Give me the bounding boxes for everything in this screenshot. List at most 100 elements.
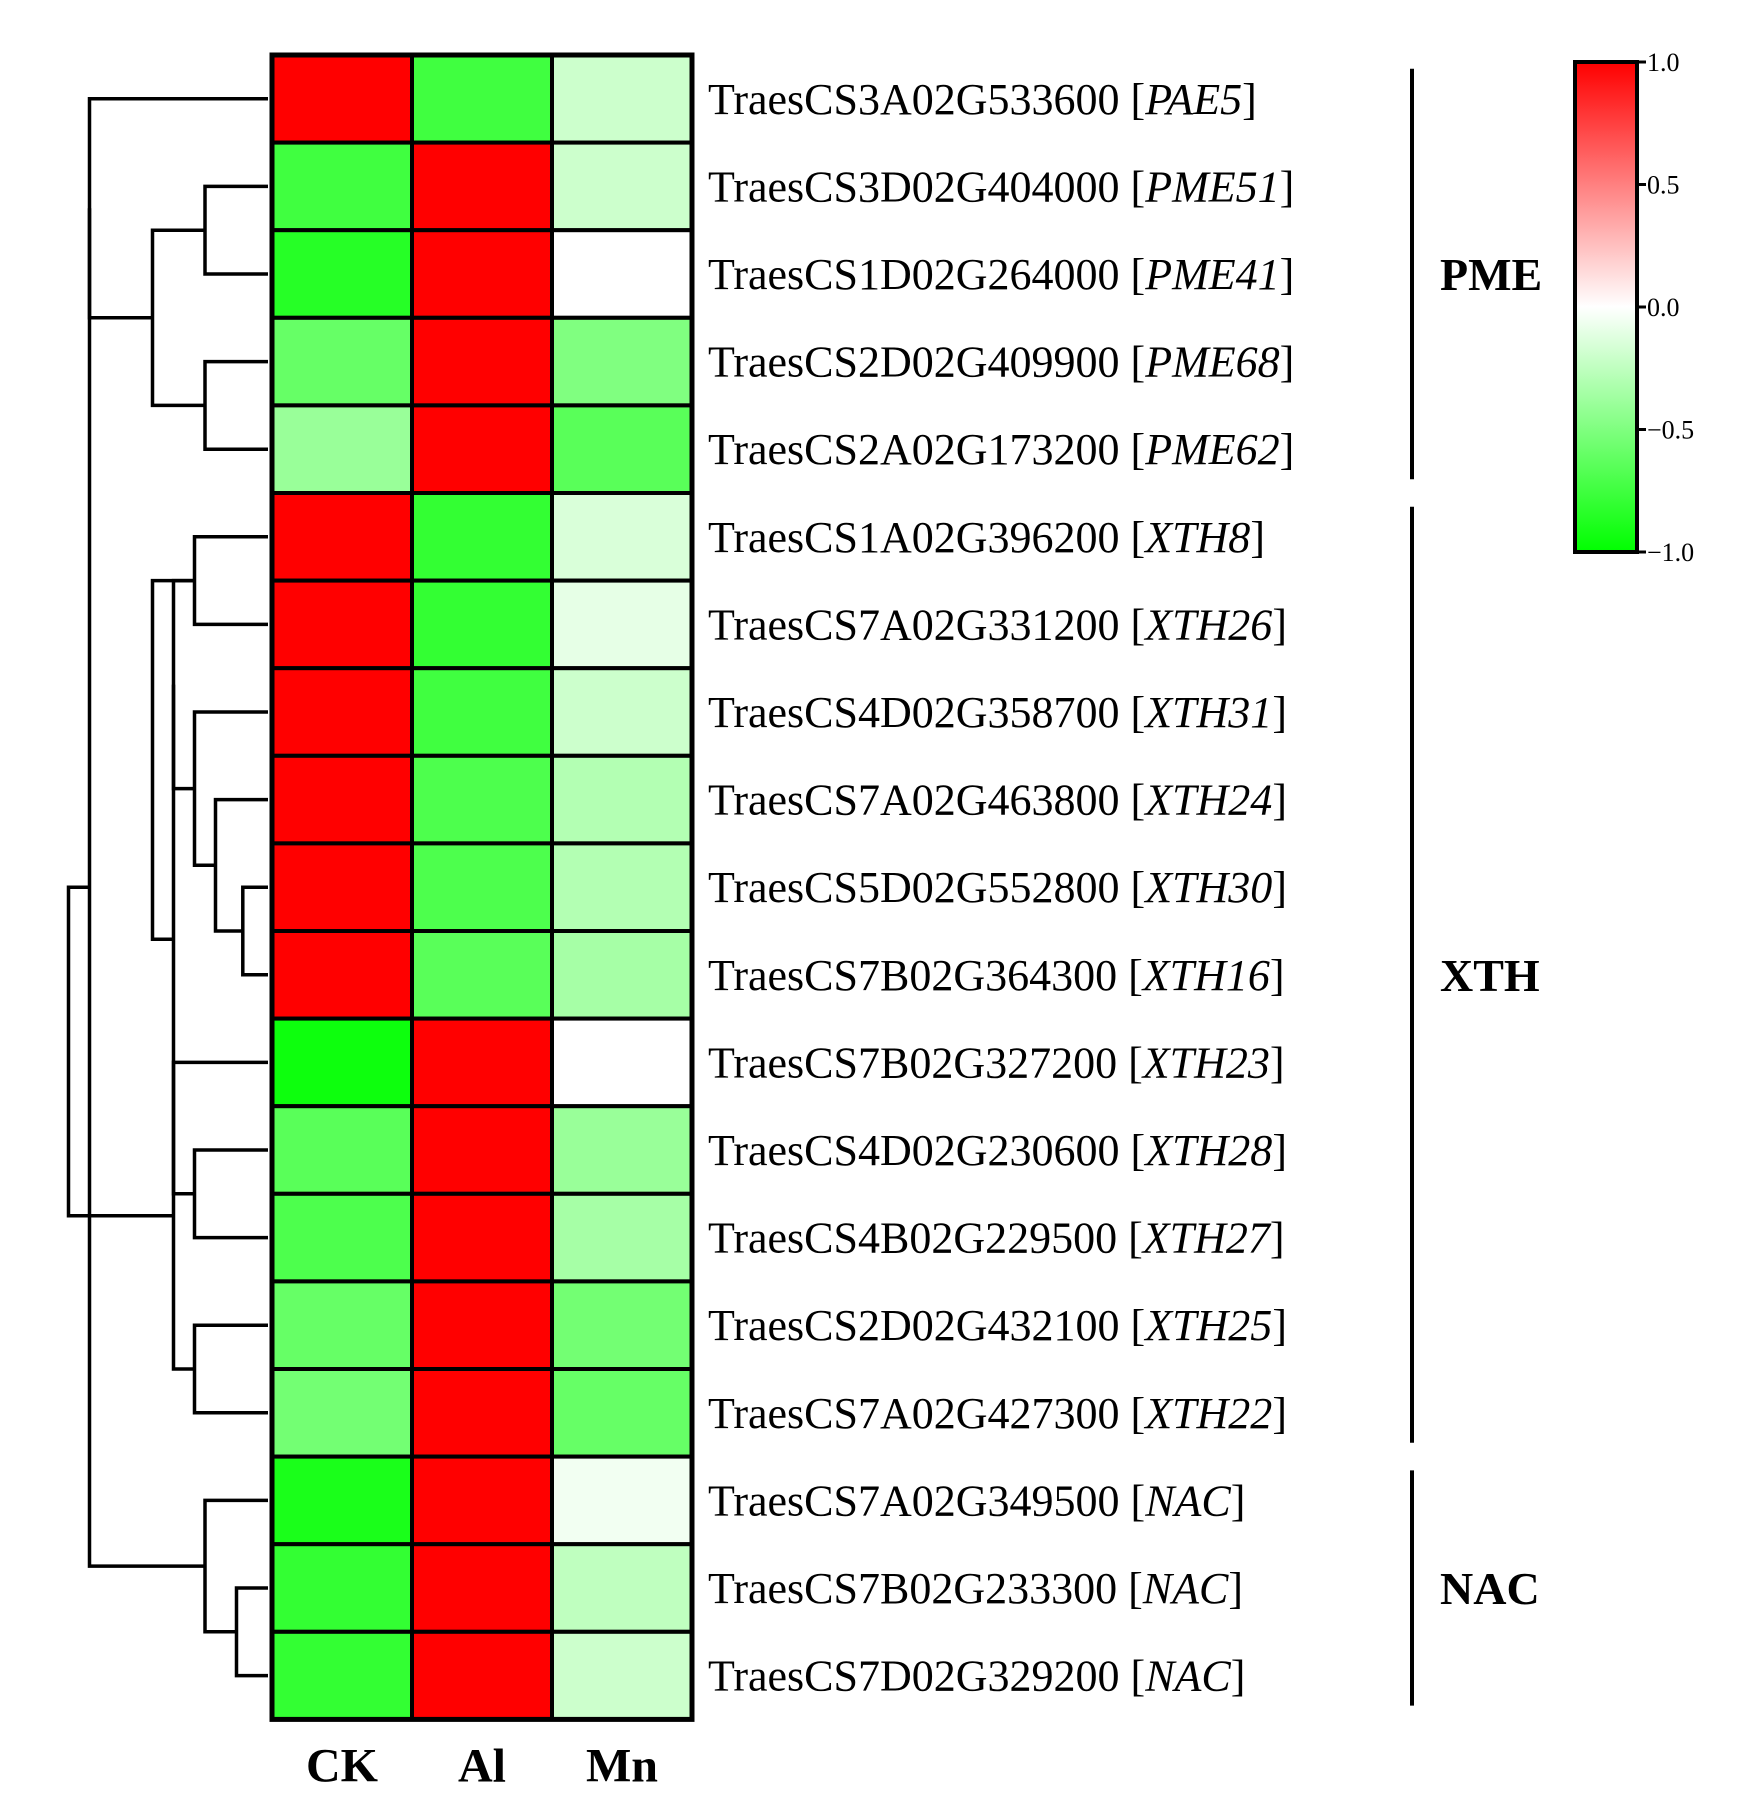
heatmap-cell (410, 753, 554, 846)
heatmap-cell (270, 140, 414, 233)
heatmap-cell (550, 1454, 694, 1547)
heatmap-cell (270, 1542, 414, 1634)
heatmap-cell (270, 841, 414, 934)
row-label: TraesCS7A02G427300 [XTH22] (708, 1389, 1287, 1438)
row-label: TraesCS1D02G264000 [PME41] (708, 250, 1294, 299)
dendrogram-branch (171, 578, 195, 791)
heatmap-cell (550, 491, 694, 583)
dendrogram-branch (192, 1148, 268, 1240)
heatmap-cell (550, 140, 694, 233)
row-label: TraesCS4B02G229500 [XTH27] (708, 1214, 1285, 1263)
dendrogram-branch (150, 228, 205, 408)
heatmap-cell (550, 841, 694, 934)
heatmap-cell (550, 403, 694, 495)
heatmap-cell (410, 578, 554, 671)
heatmap-cell (410, 1367, 554, 1459)
colorbar-tick-label: 1.0 (1647, 48, 1680, 77)
row-label: TraesCS3A02G533600 [PAE5] (708, 75, 1257, 124)
dendrogram-branch (171, 684, 195, 1196)
heatmap-cell (270, 1104, 414, 1196)
row-label: TraesCS3D02G404000 [PME51] (708, 162, 1294, 211)
group-brackets: PME XTH NAC (1410, 68, 1542, 1706)
row-label: TraesCS7A02G349500 [NAC] (708, 1476, 1245, 1525)
heatmap-cells (269, 52, 695, 1722)
dendrogram-branch (87, 97, 268, 320)
dendrogram-branch (234, 1586, 268, 1678)
heatmap-cell (270, 1279, 414, 1372)
row-labels: TraesCS3A02G533600 [PAE5] TraesCS3D02G404… (708, 75, 1294, 1701)
row-label: TraesCS7A02G331200 [XTH26] (708, 600, 1287, 649)
row-label: TraesCS4D02G358700 [XTH31] (708, 688, 1287, 737)
dendrogram (66, 97, 268, 1678)
heatmap-cell (550, 228, 694, 320)
heatmap-cell (270, 1367, 414, 1459)
column-label: Mn (586, 1739, 658, 1792)
column-label: CK (306, 1739, 378, 1792)
heatmap-cell (410, 1279, 554, 1372)
heatmap-border (269, 52, 695, 1722)
heatmap-cell (270, 1016, 414, 1109)
heatmap-cell (550, 666, 694, 758)
heatmap-cell (410, 929, 554, 1021)
heatmap-cell (270, 315, 414, 408)
heatmap-cell (550, 1279, 694, 1372)
heatmap-cell (410, 53, 554, 145)
column-labels: CK Al Mn (306, 1739, 658, 1792)
colorbar (1573, 60, 1639, 554)
group-label: PME (1440, 249, 1542, 300)
row-label: TraesCS2A02G173200 [PME62] (708, 425, 1294, 474)
heatmap-cell (550, 1629, 694, 1722)
heatmap-cell (410, 228, 554, 320)
heatmap-cell (410, 491, 554, 583)
dendrogram-branch (203, 359, 268, 451)
row-label: TraesCS4D02G230600 [XTH28] (708, 1126, 1287, 1175)
heatmap-cell (270, 666, 414, 758)
heatmap-cell (550, 753, 694, 846)
colorbar-tick-label: −1.0 (1647, 538, 1694, 567)
dendrogram-branch (150, 578, 195, 941)
dendrogram-branch (66, 885, 174, 1218)
heatmap-cell (550, 1367, 694, 1459)
dendrogram-branch (241, 885, 268, 977)
heatmap-cell (270, 491, 414, 583)
heatmap-cell (550, 1191, 694, 1284)
colorbar-legend: 1.0 0.5 0.0 −0.5 −1.0 (1573, 48, 1694, 567)
group-label: NAC (1440, 1563, 1540, 1614)
row-label: TraesCS7B02G327200 [XTH23] (708, 1038, 1285, 1087)
group-label: XTH (1440, 950, 1540, 1001)
heatmap-cell (270, 1629, 414, 1722)
heatmap-cell (410, 140, 554, 233)
heatmap-cell (410, 1191, 554, 1284)
heatmap-cell (270, 1191, 414, 1284)
heatmap-cell (270, 228, 414, 320)
heatmap-cell (270, 1454, 414, 1547)
heatmap-cell (270, 578, 414, 671)
row-label: TraesCS7B02G233300 [NAC] (708, 1564, 1243, 1613)
dendrogram-branch (192, 535, 268, 627)
dendrogram-branch (192, 1323, 268, 1415)
heatmap-cell (270, 929, 414, 1021)
heatmap-cell (410, 841, 554, 934)
heatmap-cell (550, 1104, 694, 1196)
heatmap-cell (410, 1454, 554, 1547)
heatmap-cell (410, 1104, 554, 1196)
heatmap-cell (410, 403, 554, 495)
row-label: TraesCS2D02G409900 [PME68] (708, 338, 1294, 387)
row-label: TraesCS7B02G364300 [XTH16] (708, 951, 1285, 1000)
heatmap-cell (550, 1016, 694, 1109)
dendrogram-branch (87, 208, 205, 1568)
row-label: TraesCS5D02G552800 [XTH30] (708, 863, 1287, 912)
heatmap-cell (410, 666, 554, 758)
heatmap-cell (550, 929, 694, 1021)
dendrogram-branch (203, 184, 268, 276)
heatmap-cell (270, 403, 414, 495)
dendrogram-branch (171, 1060, 268, 1371)
dendrogram-branch (192, 710, 268, 868)
colorbar-tick-label: −0.5 (1647, 416, 1694, 445)
column-label: Al (458, 1739, 506, 1792)
heatmap-cell (410, 1016, 554, 1109)
heatmap-cell (550, 315, 694, 408)
colorbar-tick-label: 0.0 (1647, 293, 1680, 322)
heatmap-cell (410, 1542, 554, 1634)
